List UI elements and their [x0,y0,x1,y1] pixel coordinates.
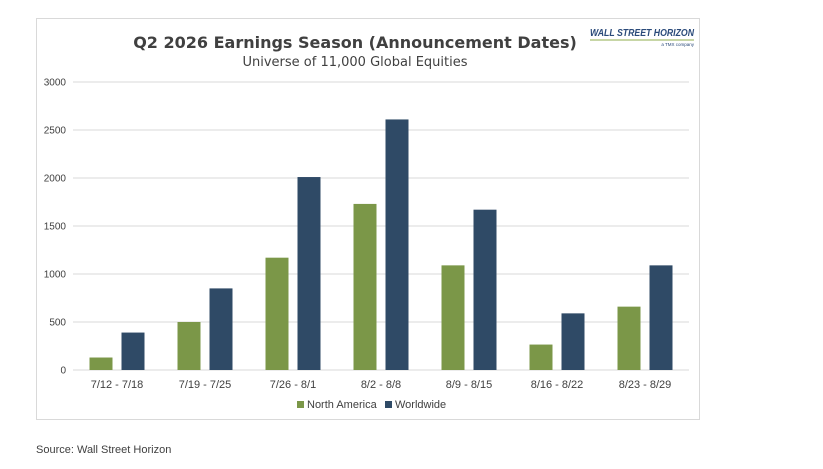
y-axis-ticks: 0 500 1000 1500 2000 2500 3000 [44,78,67,377]
bar-worldwide [121,332,145,370]
bar-north-america [353,203,377,370]
logo-sub: a TMX company [661,42,694,47]
bar-north-america [617,306,641,370]
y-tick-label: 1500 [44,222,67,233]
legend-swatch [385,401,392,408]
bar-worldwide [297,177,321,370]
grid-layer [73,81,689,371]
bar-worldwide [649,265,673,370]
bar-worldwide [473,209,497,370]
legend-swatch [297,401,304,408]
bar-layer [89,119,673,370]
y-tick-label: 1000 [44,270,67,281]
x-tick-label: 7/26 - 8/1 [270,379,316,391]
logo-name: WALL STREET HORIZON [590,28,695,39]
bar-north-america [529,344,553,370]
y-tick-label: 2500 [44,126,67,137]
x-tick-label: 8/9 - 8/15 [446,379,492,391]
y-tick-label: 500 [49,318,66,329]
legend-label: North America [307,399,378,411]
chart-svg: Q2 2026 Earnings Season (Announcement Da… [44,28,695,411]
bar-north-america [177,322,201,370]
wsh-logo: WALL STREET HORIZON a TMX company [590,28,695,47]
x-tick-label: 7/12 - 7/18 [91,379,144,391]
chart-subtitle: Universe of 11,000 Global Equities [243,55,468,70]
bar-worldwide [209,288,233,370]
chart-title: Q2 2026 Earnings Season (Announcement Da… [133,33,577,52]
bar-north-america [89,357,113,370]
x-tick-label: 8/23 - 8/29 [619,379,672,391]
x-axis-labels: 7/12 - 7/18 7/19 - 7/25 7/26 - 8/1 8/2 - 8/… [91,379,672,391]
source-note: Source: Wall Street Horizon [36,444,172,456]
legend-label: Worldwide [395,399,446,411]
chart-frame: Q2 2026 Earnings Season (Announcement Da… [36,18,700,420]
bar-north-america [441,265,465,370]
bar-worldwide [385,119,409,370]
y-tick-label: 0 [60,366,66,377]
x-tick-label: 8/2 - 8/8 [361,379,401,391]
bar-worldwide [561,313,585,370]
x-tick-label: 8/16 - 8/22 [531,379,584,391]
x-tick-label: 7/19 - 7/25 [179,379,232,391]
y-tick-label: 3000 [44,78,67,89]
legend: North America Worldwide [297,399,446,411]
y-tick-label: 2000 [44,174,67,185]
bar-north-america [265,257,289,370]
